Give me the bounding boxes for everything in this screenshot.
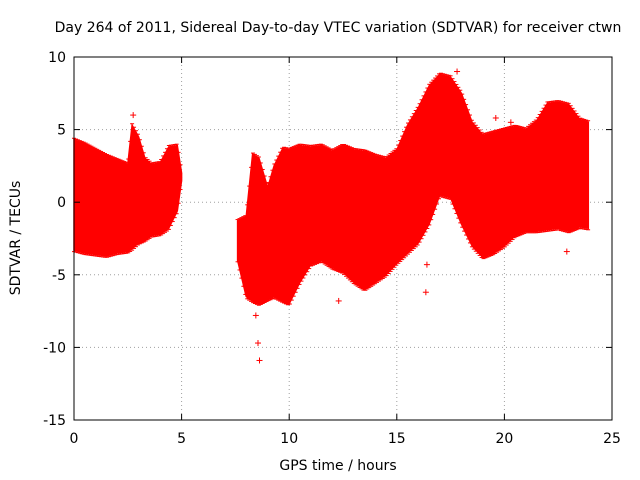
x-axis-label: GPS time / hours (279, 458, 396, 474)
y-axis-label: SDTVAR / TECUs (8, 181, 24, 296)
y-tick-label: 5 (57, 123, 66, 139)
x-tick-label: 10 (280, 431, 298, 447)
x-tick-label: 15 (388, 431, 406, 447)
y-tick-label: -5 (52, 268, 66, 284)
y-tick-label: -15 (43, 413, 66, 429)
y-tick-label: 10 (48, 50, 66, 66)
plot-frame (73, 56, 613, 421)
y-tick-label: -10 (43, 340, 66, 356)
chart-title: Day 264 of 2011, Sidereal Day-to-day VTE… (55, 20, 622, 36)
x-tick-label: 5 (177, 431, 186, 447)
data-series (72, 68, 591, 364)
x-tick-label: 25 (603, 431, 621, 447)
y-tick-label: 0 (57, 195, 66, 211)
axis-ticks: 0 5 10 15 20 25 -15 -10 -5 0 5 10 (43, 50, 621, 447)
x-tick-label: 0 (70, 431, 79, 447)
x-tick-label: 20 (495, 431, 513, 447)
